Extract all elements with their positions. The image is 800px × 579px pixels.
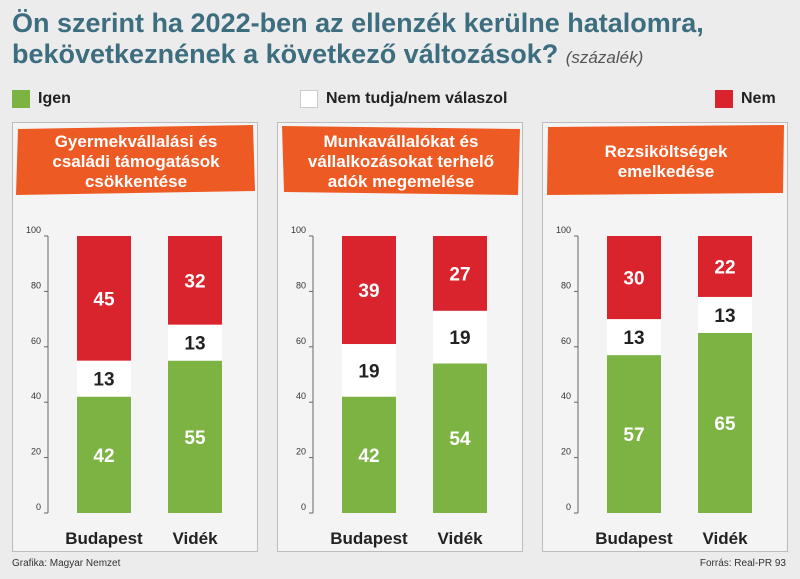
panel-title-2: Munkavállalókat és vállalkozásokat terhe… <box>307 132 495 191</box>
chart-svg-2: 0 20 40 60 80 100 42 19 39 Budapest 54 19 27 Vidék <box>291 225 487 548</box>
legend-label-nemtudja: Nem tudja/nem válaszol <box>326 90 508 107</box>
chart-panel-3: 0 20 40 60 80 100 57 13 30 Budapest 65 13 22 Vidék Re… <box>542 122 788 552</box>
bar-value-label: 55 <box>184 428 206 449</box>
y-tick-label: 60 <box>561 336 571 346</box>
bar-segment-nemtudja <box>698 296 752 333</box>
bar-value-label: 13 <box>184 334 205 355</box>
x-category-label: Budapest <box>595 529 673 548</box>
bar-segment-igen <box>168 360 222 513</box>
bar-segment-nemtudja <box>168 324 222 361</box>
chart-svg-3: 0 20 40 60 80 100 57 13 30 Budapest 65 13 22 Vidék <box>556 225 752 548</box>
footer-credit: Grafika: Magyar Nemzet <box>12 558 121 569</box>
bar-value-label: 27 <box>449 264 470 285</box>
y-tick-label: 40 <box>561 391 571 401</box>
y-tick-label: 0 <box>36 502 41 512</box>
legend-item-nemtudja: Nem tudja/nem válaszol <box>300 89 507 109</box>
y-tick-label: 20 <box>561 447 571 457</box>
y-tick-label: 0 <box>301 502 306 512</box>
legend-swatch-igen <box>12 90 30 108</box>
legend-label-igen: Igen <box>38 90 71 107</box>
title-main: Ön szerint ha 2022-ben az ellenzék kerül… <box>12 8 704 69</box>
bar-segment-igen <box>698 332 752 513</box>
chart-title: Ön szerint ha 2022-ben az ellenzék kerül… <box>12 8 792 73</box>
bar-value-label: 42 <box>93 446 114 467</box>
bar-value-label: 19 <box>449 328 470 349</box>
bar-segment-igen <box>77 396 131 513</box>
y-tick-label: 40 <box>296 391 306 401</box>
y-tick-label: 100 <box>26 225 41 235</box>
y-tick-label: 60 <box>296 336 306 346</box>
legend-item-igen: Igen <box>12 89 71 109</box>
y-tick-label: 20 <box>296 447 306 457</box>
chart-panel-2: 0 20 40 60 80 100 42 19 39 Budapest 54 19 27 Vidék Mu… <box>277 122 523 552</box>
bar-segment-igen <box>433 363 487 513</box>
bar-value-label: 30 <box>623 269 644 290</box>
y-tick-label: 40 <box>31 391 41 401</box>
y-tick-label: 80 <box>296 280 306 290</box>
y-tick-label: 80 <box>31 280 41 290</box>
y-tick-label: 0 <box>566 502 571 512</box>
bar-value-label: 13 <box>714 306 735 327</box>
y-tick-label: 80 <box>561 280 571 290</box>
chart-svg-1: 0 20 40 60 80 100 42 13 45 Budapest 55 13 32 Vidék <box>26 225 222 548</box>
chart-panel-1: 0 20 40 60 80 100 42 13 45 Budapest 55 13 32 Vidék Gy… <box>12 122 258 552</box>
bar-value-label: 32 <box>184 271 205 292</box>
y-tick-label: 60 <box>31 336 41 346</box>
bar-segment-nem <box>342 236 396 345</box>
y-tick-label: 100 <box>556 225 571 235</box>
x-category-label: Vidék <box>172 529 218 548</box>
bar-value-label: 39 <box>358 281 379 302</box>
bar-segment-nemtudja <box>607 319 661 356</box>
x-category-label: Budapest <box>65 529 143 548</box>
bar-value-label: 13 <box>93 370 114 391</box>
bar-segment-igen <box>342 396 396 513</box>
bar-segment-nem <box>607 236 661 320</box>
bar-value-label: 22 <box>714 257 735 278</box>
panel-title-1: Gyermekvállalási és családi támogatások … <box>52 132 220 191</box>
bar-segment-nemtudja <box>433 310 487 364</box>
bar-segment-igen <box>607 355 661 513</box>
bar-value-label: 13 <box>623 328 644 349</box>
y-tick-label: 100 <box>291 225 306 235</box>
bar-value-label: 19 <box>358 361 379 382</box>
legend-swatch-nemtudja <box>300 90 318 108</box>
legend-label-nem: Nem <box>741 90 776 107</box>
bar-value-label: 45 <box>93 289 115 310</box>
bar-segment-nem <box>698 236 752 297</box>
legend-item-nem: Nem <box>715 89 776 109</box>
bar-value-label: 57 <box>623 425 644 446</box>
bar-value-label: 42 <box>358 446 379 467</box>
bar-value-label: 54 <box>449 429 471 450</box>
bar-segment-nemtudja <box>77 360 131 397</box>
x-category-label: Budapest <box>330 529 408 548</box>
title-unit: (százalék) <box>565 48 644 67</box>
panel-title-3: Rezsiköltségek emelkedése <box>604 142 728 181</box>
bar-segment-nem <box>77 236 131 361</box>
bar-segment-nem <box>168 236 222 325</box>
x-category-label: Vidék <box>437 529 483 548</box>
bar-value-label: 65 <box>714 414 736 435</box>
bar-segment-nemtudja <box>342 344 396 397</box>
x-category-label: Vidék <box>702 529 748 548</box>
footer-source: Forrás: Real-PR 93 <box>699 558 786 569</box>
bar-segment-nem <box>433 236 487 311</box>
y-tick-label: 20 <box>31 447 41 457</box>
legend-swatch-nem <box>715 90 733 108</box>
